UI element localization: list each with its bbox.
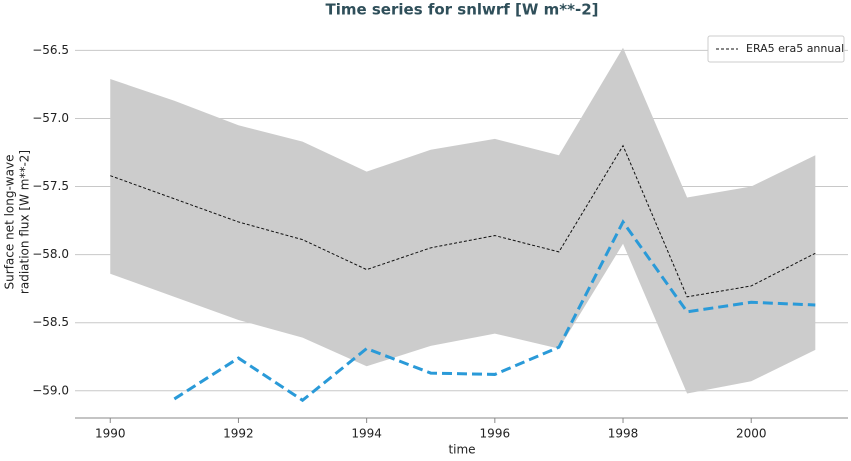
y-tick-label: −56.5 xyxy=(32,43,69,57)
y-tick-label: −58.5 xyxy=(32,315,69,329)
x-tick-label: 1998 xyxy=(608,427,639,441)
y-tick-label: −59.0 xyxy=(32,383,69,397)
series-line xyxy=(173,219,816,403)
x-tick-label: 1990 xyxy=(95,427,126,441)
y-tick-label: −57.5 xyxy=(32,179,69,193)
y-axis-label-line: radiation flux [W m**-2] xyxy=(18,150,32,294)
legend-label: ERA5 era5 annual xyxy=(746,42,844,55)
x-tick-label: 2000 xyxy=(736,427,767,441)
range-band xyxy=(110,47,816,394)
x-tick-label: 1992 xyxy=(223,427,254,441)
legend-box xyxy=(707,35,845,63)
chart-title: Time series for snlwrf [W m**-2] xyxy=(325,1,598,19)
x-axis-label: time xyxy=(448,443,475,457)
series-line xyxy=(110,144,816,298)
y-tick-label: −58.0 xyxy=(32,247,69,261)
y-tick-label: −57.0 xyxy=(32,111,69,125)
x-tick-label: 1996 xyxy=(480,427,511,441)
x-tick-label: 1994 xyxy=(351,427,382,441)
y-axis-label: Surface net long-wave radiation flux [W … xyxy=(3,150,32,294)
y-axis-label-line: Surface net long-wave xyxy=(3,155,17,290)
